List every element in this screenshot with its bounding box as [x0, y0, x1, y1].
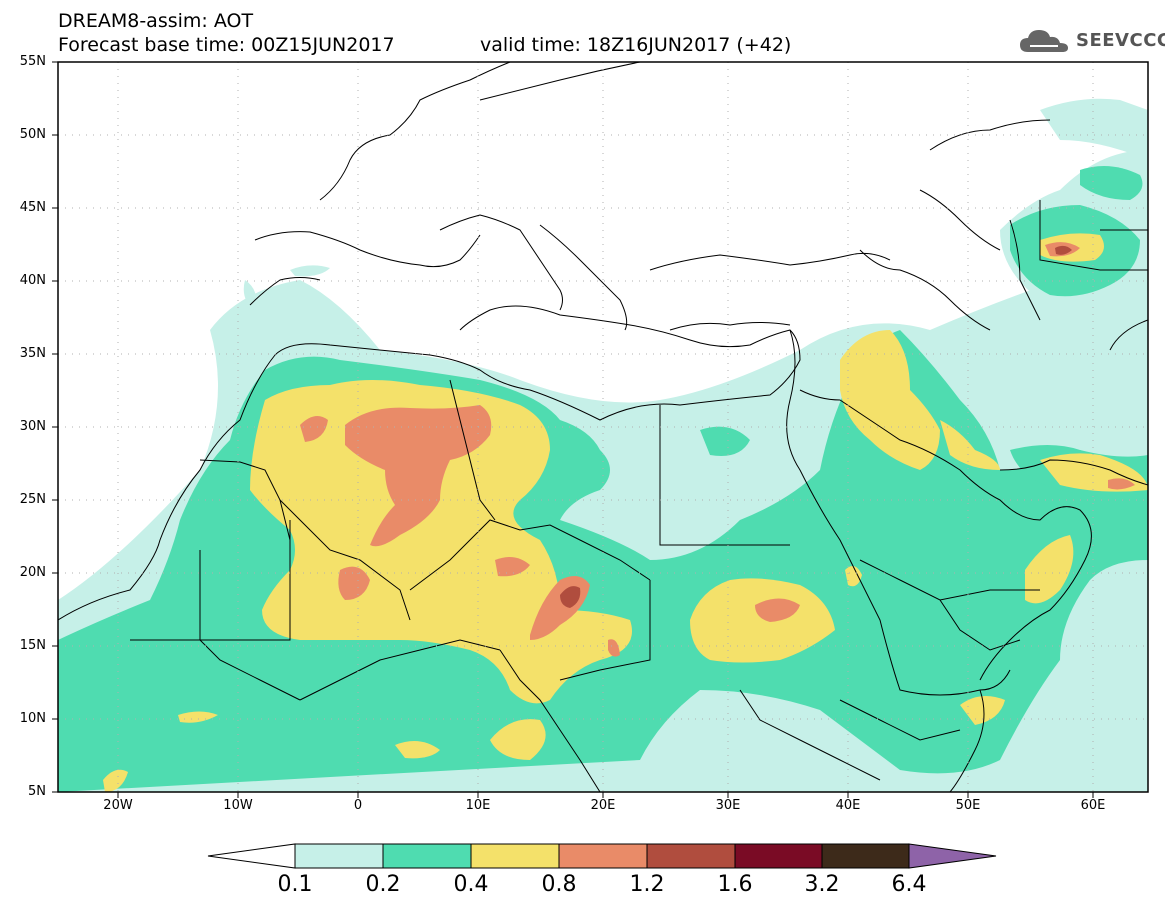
lat-label: 40N — [19, 273, 46, 288]
lon-label: 50E — [955, 798, 981, 813]
model-title: DREAM8-assim: AOT — [58, 10, 254, 32]
colorbar-label: 0.4 — [453, 872, 489, 897]
lon-label: 10E — [465, 798, 491, 813]
lat-label: 25N — [19, 492, 46, 507]
lon-label: 60E — [1080, 798, 1106, 813]
lat-label: 30N — [19, 419, 46, 434]
colorbar-bin — [646, 843, 736, 869]
colorbar-label: 1.6 — [717, 872, 753, 897]
lon-label: 20W — [103, 798, 133, 813]
seevccc-logo: SEEVCCC — [1018, 26, 1165, 56]
lat-label: 35N — [19, 346, 46, 361]
valid-time: valid time: 18Z16JUN2017 (+42) — [480, 34, 792, 56]
lat-label: 45N — [19, 200, 46, 215]
lon-label: 20E — [590, 798, 616, 813]
colorbar-bin — [558, 843, 648, 869]
colorbar-bin — [734, 843, 823, 869]
colorbar — [207, 843, 997, 869]
cloud-icon — [1020, 30, 1068, 52]
lat-label: 10N — [19, 711, 46, 726]
lat-label: 20N — [19, 565, 46, 580]
colorbar-upper-arrow — [908, 843, 997, 869]
colorbar-label: 6.4 — [891, 872, 927, 897]
lon-label: 10W — [223, 798, 253, 813]
lat-label: 15N — [19, 638, 46, 653]
colorbar-label: 0.8 — [541, 872, 577, 897]
colorbar-label: 1.2 — [629, 872, 665, 897]
colorbar-label: 0.1 — [277, 872, 313, 897]
colorbar-bin — [294, 843, 384, 869]
colorbar-bin — [470, 843, 560, 869]
graticule — [58, 62, 1148, 792]
forecast-base-time: Forecast base time: 00Z15JUN2017 — [58, 34, 395, 56]
colorbar-bin — [382, 843, 472, 869]
axis-ticks — [52, 61, 1094, 798]
lon-label: 0 — [353, 798, 363, 813]
logo-text: SEEVCCC — [1076, 30, 1165, 51]
colorbar-bin — [821, 843, 910, 869]
colorbar-label: 3.2 — [804, 872, 840, 897]
colorbar-label: 0.2 — [365, 872, 401, 897]
coastlines-borders — [58, 62, 1148, 792]
colorbar-lower-arrow — [207, 843, 296, 869]
lat-label: 5N — [28, 784, 46, 799]
lat-label: 50N — [19, 127, 46, 142]
lon-label: 40E — [835, 798, 861, 813]
lat-label: 55N — [19, 54, 46, 69]
aot-class-1-2 — [560, 245, 1072, 608]
lon-label: 30E — [715, 798, 741, 813]
